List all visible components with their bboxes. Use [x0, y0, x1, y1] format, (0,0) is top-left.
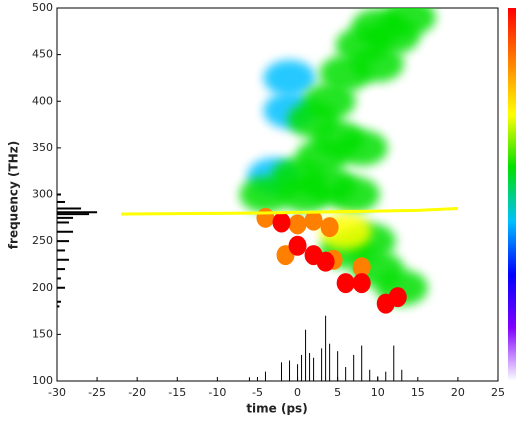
spectrogram-spot: [335, 129, 388, 166]
spectrogram-spot: [304, 210, 323, 231]
spectrogram-spot: [256, 207, 275, 228]
x-tick-label: -30: [48, 386, 66, 399]
x-tick-label: -10: [208, 386, 226, 399]
spectrogram-spot: [303, 83, 356, 120]
spectrogram-spot: [383, 8, 436, 36]
y-tick-label: 200: [32, 281, 53, 294]
spectrogram-spot: [352, 273, 371, 294]
spectrogram-spot: [288, 214, 307, 235]
spectrogram-spot: [327, 176, 380, 213]
y-tick-label: 400: [32, 94, 53, 107]
y-tick-label: 100: [32, 374, 53, 387]
spectrogram-spot: [288, 235, 307, 256]
y-tick-label: 350: [32, 141, 53, 154]
x-axis-label: time (ps): [246, 402, 307, 416]
heatmap: [57, 8, 458, 381]
spectrogram-spot: [388, 287, 407, 308]
x-tick-label: 20: [451, 386, 465, 399]
spectrogram-spot: [316, 251, 335, 272]
x-tick-label: 15: [411, 386, 425, 399]
spectrogram-spot: [263, 59, 316, 96]
y-axis-label: frequency (THz): [7, 141, 21, 249]
x-tick-label: -20: [128, 386, 146, 399]
y-tick-label: 250: [32, 234, 53, 247]
colorbar: [508, 8, 516, 381]
x-tick-label: 25: [491, 386, 505, 399]
spectrogram-spot: [351, 45, 404, 82]
x-tick-label: -5: [252, 386, 263, 399]
spectrogram-spot: [336, 273, 355, 294]
x-tick-label: -25: [88, 386, 106, 399]
spectrogram-spot: [352, 257, 371, 278]
spectrogram-spot: [320, 217, 339, 238]
x-tick-label: 0: [294, 386, 301, 399]
y-tick-label: 500: [32, 1, 53, 14]
x-tick-label: 5: [334, 386, 341, 399]
y-tick-label: 450: [32, 48, 53, 61]
y-tick-label: 150: [32, 327, 53, 340]
ridge: [121, 206, 458, 216]
y-tick-label: 300: [32, 188, 53, 201]
x-tick-label: -15: [168, 386, 186, 399]
x-tick-label: 10: [371, 386, 385, 399]
spectrogram-spot: [272, 212, 291, 233]
